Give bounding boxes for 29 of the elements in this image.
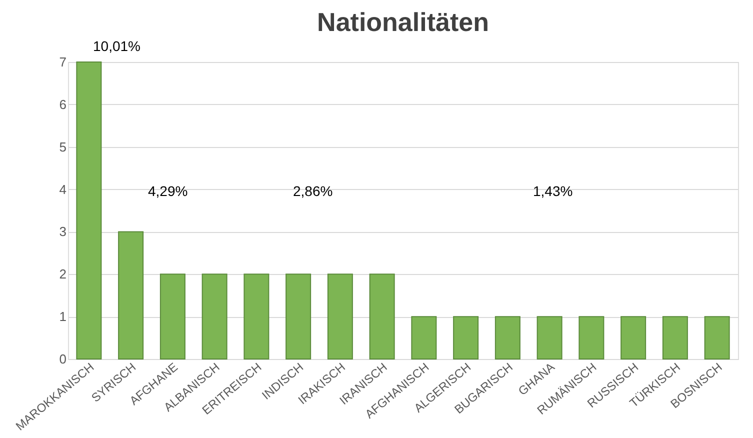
y-tick-label: 6	[59, 96, 66, 112]
bar	[118, 231, 144, 360]
bar	[494, 316, 520, 360]
y-tick-label: 2	[59, 266, 66, 282]
bar	[453, 316, 479, 360]
y-tick-label: 7	[59, 54, 66, 70]
y-tick-label: 3	[59, 224, 66, 240]
bar	[76, 62, 102, 360]
bar	[202, 274, 228, 360]
bar	[704, 316, 730, 360]
bar	[411, 316, 437, 360]
bar	[536, 316, 562, 360]
bar	[369, 274, 395, 360]
annotation: 2,86%	[293, 183, 333, 199]
text: 10,01%	[93, 38, 140, 54]
y-tick-label: 4	[59, 182, 66, 197]
bar	[327, 274, 353, 360]
bar	[286, 274, 312, 360]
y-tick-label: 0	[59, 352, 66, 366]
annotation: 1,43%	[533, 183, 573, 199]
bar	[160, 274, 186, 360]
bar	[620, 316, 646, 360]
annotation: 4,29%	[148, 183, 188, 199]
bar	[244, 274, 270, 360]
y-tick-label: 1	[59, 309, 66, 324]
bar	[578, 316, 604, 360]
bar	[662, 316, 688, 360]
y-tick-label: 5	[59, 139, 66, 154]
chart-title: Nationalitäten	[317, 7, 489, 37]
